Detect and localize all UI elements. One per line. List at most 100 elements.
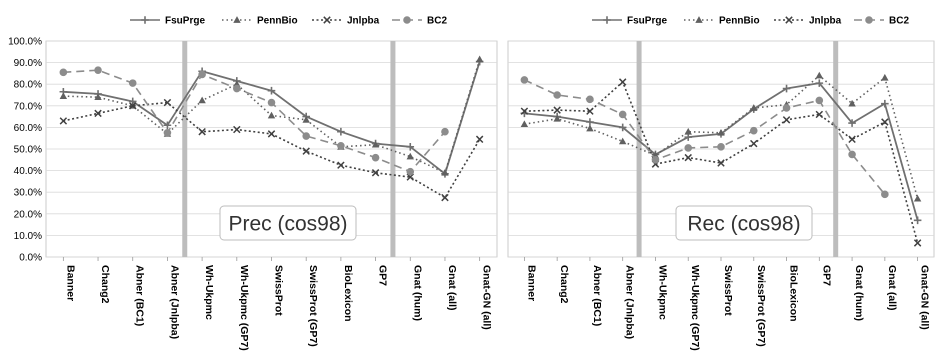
x-tick-label: Chang2 xyxy=(99,265,111,304)
x-tick-label: Banner xyxy=(64,265,76,301)
y-tick-label: 30.0% xyxy=(14,188,42,199)
data-point xyxy=(267,111,276,119)
data-point xyxy=(441,193,449,202)
data-point xyxy=(406,167,415,176)
y-tick-label: 20.0% xyxy=(14,209,42,220)
data-point xyxy=(848,99,856,107)
data-point xyxy=(881,190,889,199)
data-point xyxy=(782,116,791,124)
data-point xyxy=(520,120,529,128)
data-point xyxy=(371,153,380,162)
legend-marker xyxy=(695,16,703,23)
series-pennbio xyxy=(59,55,484,176)
data-point xyxy=(684,153,692,162)
series-line xyxy=(63,69,446,173)
y-tick-label: 0.0% xyxy=(19,253,42,264)
chart-panel-2: Banner Chang2 Abner (BC1) Abner (Jnlpba) Wh-… xyxy=(507,16,935,351)
data-point xyxy=(717,159,725,167)
data-point xyxy=(717,143,725,151)
data-point xyxy=(371,169,380,177)
series-bc2 xyxy=(520,76,889,199)
legend-marker xyxy=(785,16,793,24)
data-point xyxy=(782,104,791,112)
data-point xyxy=(881,118,889,126)
data-point xyxy=(441,168,449,176)
data-point xyxy=(684,144,693,152)
data-point xyxy=(59,92,68,99)
chart-title: Rec (cos98) xyxy=(687,213,800,236)
data-point xyxy=(163,98,172,107)
y-tick-label: 60.0% xyxy=(14,123,42,134)
data-point xyxy=(198,96,206,104)
legend-label: Jnlpba xyxy=(809,16,842,27)
data-point xyxy=(586,107,594,115)
data-point xyxy=(475,135,484,144)
legend-marker xyxy=(141,16,149,24)
y-tick-label: 40.0% xyxy=(14,166,42,177)
data-point xyxy=(586,95,594,104)
data-point xyxy=(651,156,660,164)
data-point xyxy=(750,139,758,148)
x-tick-label: GP7 xyxy=(377,265,389,286)
x-tick-label: Wh-Ukpmc (GP7) xyxy=(689,265,701,351)
x-tick-label: Banner xyxy=(525,265,537,301)
data-point xyxy=(520,76,529,84)
x-tick-label: Gnat (all) xyxy=(886,265,898,311)
data-point xyxy=(881,73,889,81)
series-jnlpba xyxy=(520,78,922,247)
data-point xyxy=(520,107,529,115)
data-point xyxy=(163,129,172,137)
data-point xyxy=(684,133,693,141)
legend-marker xyxy=(323,16,331,24)
data-point xyxy=(233,84,241,93)
data-point xyxy=(586,124,594,132)
y-tick-label: 70.0% xyxy=(14,101,42,112)
data-point xyxy=(337,127,345,136)
legend-label: Jnlpba xyxy=(347,16,380,27)
y-tick-label: 100.0% xyxy=(8,37,42,48)
data-point xyxy=(815,79,824,87)
x-tick-label: Wh-Ukpmc xyxy=(656,265,668,320)
legend-label: FsuPrge xyxy=(627,16,667,27)
chart-panel-1: 0.0% 10.0% 20.0% 30.0% 40.0% 50.0% 60.0% 70.0% 8… xyxy=(8,16,498,351)
x-tick-label: Gnat-GN (all) xyxy=(481,265,493,330)
x-tick-label: SwissProt xyxy=(722,265,734,316)
legend-item: Jnlpba xyxy=(312,16,380,27)
legend-label: BC2 xyxy=(889,16,909,27)
legend-item: PennBio xyxy=(222,16,298,27)
data-point xyxy=(848,150,856,159)
legend: FsuPrge PennBio Jnlpba BC2 xyxy=(130,16,447,27)
data-point xyxy=(198,127,206,136)
data-point xyxy=(618,137,627,145)
x-tick-label: GP7 xyxy=(820,265,832,286)
legend-label: PennBio xyxy=(257,16,298,27)
data-point xyxy=(337,141,345,150)
x-tick-label: Wh-Ukpmc (GP7) xyxy=(238,265,250,351)
data-point xyxy=(302,116,310,123)
x-tick-label: BioLexicon xyxy=(788,265,800,322)
data-point xyxy=(913,239,922,247)
chart-title-box xyxy=(675,205,813,241)
x-tick-label: Chang2 xyxy=(558,265,570,304)
legend-item: PennBio xyxy=(684,16,760,27)
data-point xyxy=(267,130,276,138)
chart-title: Prec (cos98) xyxy=(228,213,347,236)
x-tick-label: Wh-Ukpmc xyxy=(203,265,215,320)
series-bc2 xyxy=(59,66,449,176)
data-point xyxy=(198,70,206,79)
legend-item: Jnlpba xyxy=(774,16,842,27)
legend-marker xyxy=(403,16,411,24)
legend-label: FsuPrge xyxy=(165,16,205,27)
legend: FsuPrge PennBio Jnlpba BC2 xyxy=(592,16,909,27)
data-point xyxy=(815,110,824,119)
legend-item: BC2 xyxy=(392,16,447,27)
data-point xyxy=(59,68,68,77)
x-tick-label: SwissProt xyxy=(273,265,285,316)
x-tick-label: SwissProt (GP7) xyxy=(755,265,767,347)
chart-title-box xyxy=(219,205,357,241)
x-tick-label: BioLexicon xyxy=(342,265,354,322)
data-point xyxy=(302,132,310,140)
series-line xyxy=(524,79,886,195)
